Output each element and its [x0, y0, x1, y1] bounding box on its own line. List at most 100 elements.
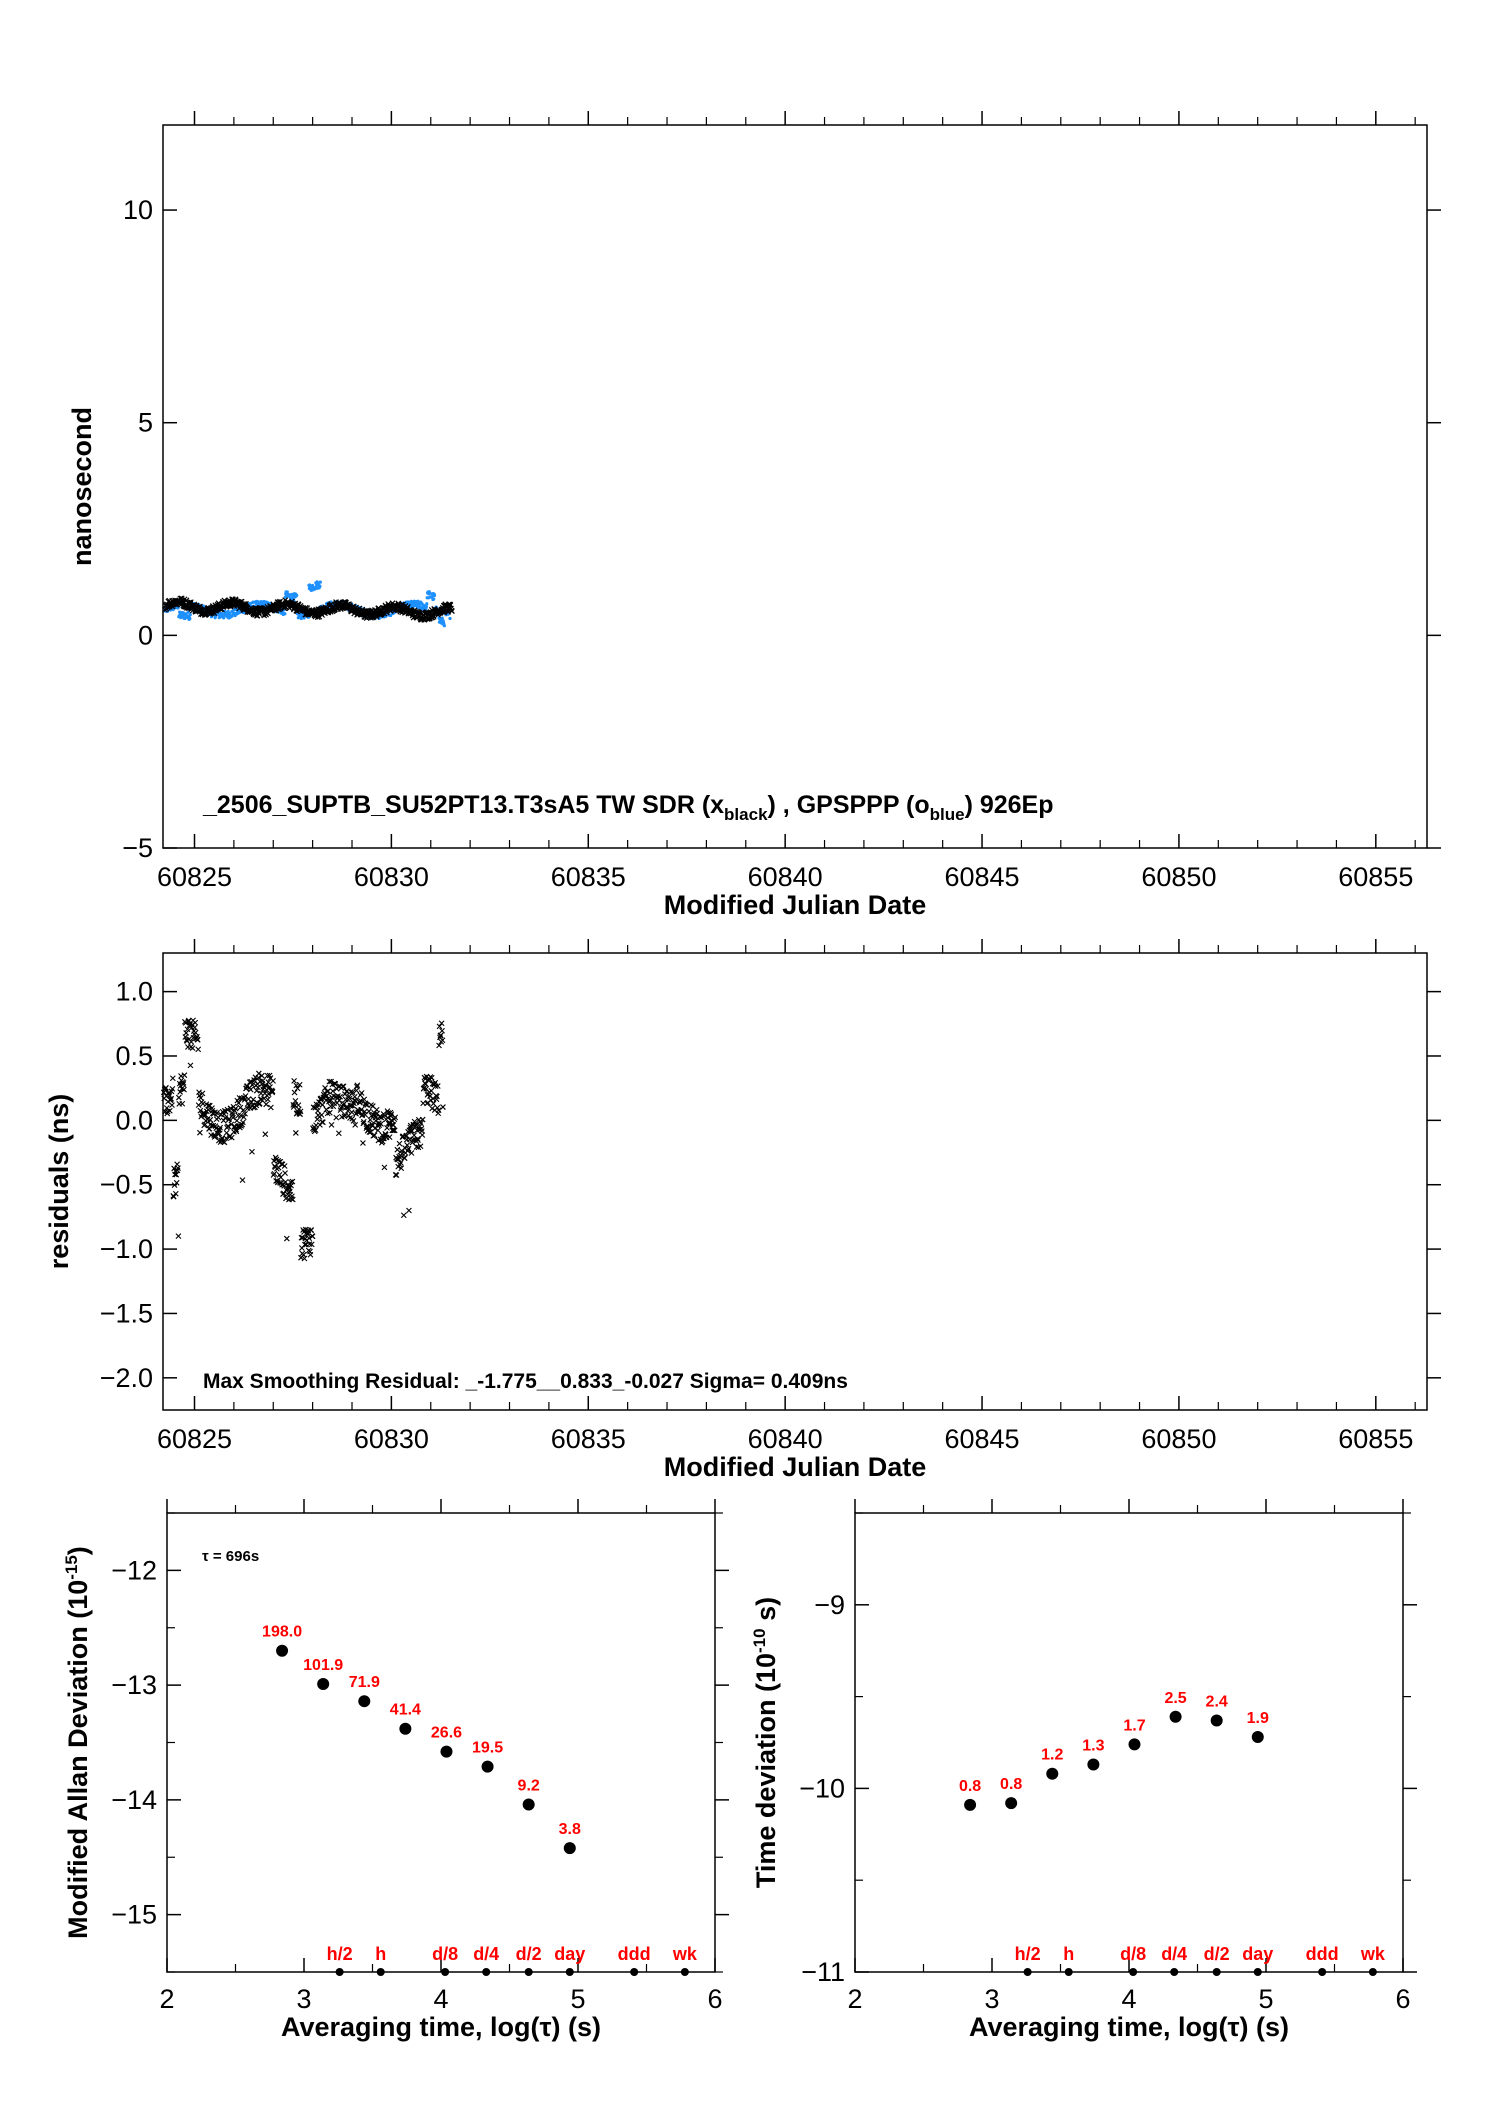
residual-point [291, 1089, 298, 1096]
residual-point [221, 1139, 228, 1146]
residual-point [308, 1241, 315, 1248]
interval-marker-label: h/2 [327, 1944, 353, 1964]
mdev-ylabel-sup: -15 [62, 1555, 81, 1580]
residual-point [168, 1095, 174, 1102]
residual-point [258, 1072, 265, 1079]
residual-point [301, 1241, 308, 1248]
residual-point [199, 1090, 206, 1097]
residual-point [408, 1150, 415, 1156]
residual-point [179, 1100, 186, 1107]
interval-marker [482, 1968, 491, 1976]
residual-point [361, 1096, 368, 1103]
residual-point [335, 1083, 342, 1090]
gps-point [448, 616, 452, 621]
residual-point [358, 1090, 365, 1096]
y-tick-label: −13 [111, 1670, 157, 1700]
deviation-value-label: 1.9 [1247, 1710, 1269, 1727]
residual-point [180, 1079, 187, 1086]
x-tick-label: 4 [433, 1984, 448, 2014]
deviation-value-label: 19.5 [472, 1740, 503, 1757]
gps-point [432, 597, 436, 601]
residual-point [406, 1207, 412, 1214]
timeseries-frame [162, 124, 1428, 849]
residual-point [181, 1086, 187, 1093]
residual-point [394, 1146, 401, 1153]
deviation-point [1251, 1730, 1264, 1743]
residual-point [264, 1096, 271, 1103]
residual-point [175, 1233, 182, 1239]
residual-point [417, 1143, 424, 1150]
x-tick-label: 60855 [1338, 862, 1413, 892]
residual-point [282, 1170, 288, 1176]
residual-point [411, 1118, 418, 1125]
interval-marker [680, 1968, 689, 1976]
residual-point [306, 1235, 313, 1242]
residual-point [418, 1120, 424, 1127]
timeseries-data [162, 580, 455, 628]
y-tick-label: −12 [111, 1555, 157, 1585]
residual-point [434, 1083, 441, 1089]
gps-point [432, 593, 437, 598]
x-tick-label: 60840 [748, 1424, 823, 1454]
y-tick-label: 1.0 [115, 977, 153, 1007]
deviation-point [276, 1644, 289, 1657]
interval-marker [1318, 1968, 1327, 1976]
residual-point [439, 1037, 446, 1044]
residual-point [247, 1086, 254, 1093]
residual-point [435, 1107, 442, 1114]
residual-point [169, 1102, 175, 1108]
interval-marker-label: ddd [1306, 1944, 1339, 1964]
residual-point [240, 1107, 247, 1113]
residual-point [224, 1106, 231, 1113]
residual-point [381, 1164, 388, 1171]
gps-point [188, 617, 192, 621]
residual-point [348, 1089, 354, 1095]
residual-point [237, 1112, 244, 1119]
residual-point [354, 1083, 360, 1090]
gps-point [428, 591, 432, 595]
residual-point [358, 1106, 365, 1113]
caption-sub-black: black [724, 805, 768, 824]
tdev-panel: 2 3 4 5 6 −11 −10 −9 0.8 0.8 1.2 1.3 1.7 2.5 2.4 1.9 h/… [750, 1499, 1417, 2042]
residual-point [253, 1087, 260, 1094]
interval-marker-label: d/4 [473, 1944, 499, 1964]
residual-point [169, 1086, 176, 1092]
mdev-ylabel-end: ) [63, 1546, 93, 1555]
tw-point [430, 613, 437, 620]
residual-point [289, 1193, 295, 1200]
caption-sub-blue: blue [930, 805, 965, 824]
residual-point [267, 1104, 274, 1111]
deviation-point [358, 1695, 371, 1708]
deviation-point [522, 1798, 535, 1811]
residual-point [367, 1116, 374, 1123]
y-tick-label: −2.0 [100, 1363, 153, 1393]
residual-point [326, 1109, 333, 1116]
residual-point [240, 1119, 246, 1126]
residual-point [191, 1024, 198, 1031]
residual-point [333, 1114, 340, 1121]
residual-point [318, 1112, 325, 1118]
residual-point [378, 1114, 385, 1121]
residual-point [197, 1095, 204, 1101]
x-tick-label: 2 [159, 1984, 174, 2014]
tdev-ticks: 2 3 4 5 6 −11 −10 −9 [799, 1499, 1417, 2014]
residual-point [366, 1108, 372, 1115]
x-tick-label: 3 [296, 1984, 311, 2014]
residual-point [327, 1098, 334, 1105]
gps-point [416, 599, 420, 603]
residual-point [328, 1078, 334, 1085]
interval-marker [1253, 1968, 1262, 1976]
residuals-frame [162, 952, 1428, 1411]
y-tick-label: −0.5 [100, 1170, 153, 1200]
timeseries-ticks: 60825 60830 60835 60840 60845 60850 60855 −5 0 5 1… [122, 111, 1441, 892]
residual-point [350, 1117, 357, 1124]
y-tick-label: 0.0 [115, 1105, 153, 1135]
residual-point [283, 1235, 290, 1242]
residual-point [294, 1085, 301, 1092]
deviation-value-label: 41.4 [390, 1702, 421, 1719]
x-tick-label: 60840 [748, 862, 823, 892]
residual-point [269, 1088, 276, 1095]
residual-point [290, 1101, 297, 1108]
residual-point [292, 1098, 299, 1104]
residuals-panel: 60825 60830 60835 60840 60845 60850 60855 −2.0 −… [44, 939, 1441, 1482]
